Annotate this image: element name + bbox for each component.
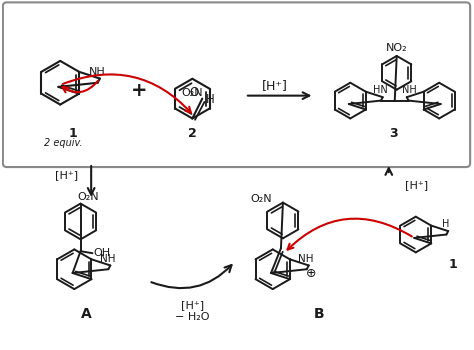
Text: NH: NH bbox=[100, 253, 115, 264]
Text: NH: NH bbox=[298, 253, 314, 264]
Text: [H⁺]: [H⁺] bbox=[181, 300, 204, 310]
Text: O: O bbox=[190, 86, 199, 99]
Text: − H₂O: − H₂O bbox=[175, 312, 210, 322]
Text: ⊕: ⊕ bbox=[306, 267, 316, 280]
Text: NH: NH bbox=[88, 66, 105, 77]
Text: B: B bbox=[314, 307, 325, 321]
Text: 3: 3 bbox=[390, 127, 398, 140]
Text: OH: OH bbox=[94, 248, 111, 258]
Text: O₂N: O₂N bbox=[182, 88, 203, 98]
Text: H: H bbox=[442, 219, 449, 229]
Text: 1: 1 bbox=[69, 127, 78, 140]
Text: [H⁺]: [H⁺] bbox=[55, 170, 78, 180]
Text: H: H bbox=[206, 93, 215, 106]
Text: 2 equiv.: 2 equiv. bbox=[44, 138, 82, 148]
Text: HN: HN bbox=[373, 85, 388, 95]
Text: O₂N: O₂N bbox=[250, 194, 272, 204]
Text: [H⁺]: [H⁺] bbox=[262, 79, 288, 92]
Text: NO₂: NO₂ bbox=[386, 43, 408, 53]
FancyBboxPatch shape bbox=[3, 2, 470, 167]
Text: +: + bbox=[130, 81, 147, 100]
Text: 1: 1 bbox=[449, 258, 457, 271]
Text: [H⁺]: [H⁺] bbox=[405, 180, 428, 190]
Text: O₂N: O₂N bbox=[78, 192, 99, 202]
Text: 2: 2 bbox=[188, 127, 197, 140]
Text: NH: NH bbox=[402, 85, 417, 95]
Text: A: A bbox=[81, 307, 91, 321]
